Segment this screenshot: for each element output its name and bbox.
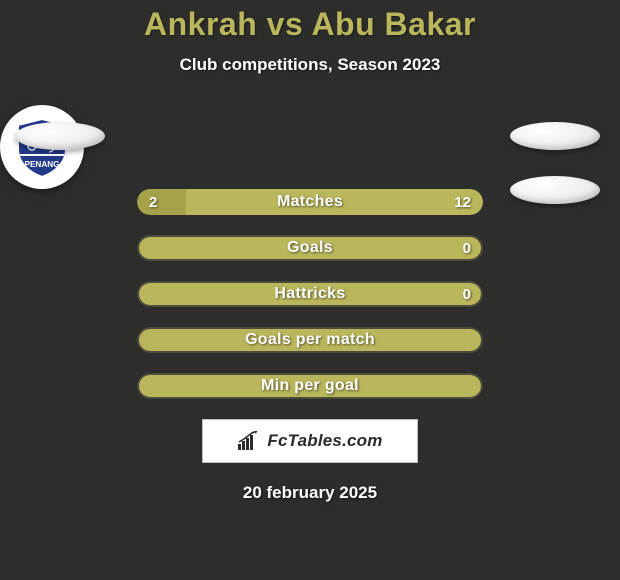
- brand-box: FcTables.com: [202, 419, 418, 463]
- stat-bar: Goals0: [137, 235, 483, 261]
- stats-bars: Matches212Goals0Hattricks0Goals per matc…: [137, 189, 483, 399]
- page-title: Ankrah vs Abu Bakar: [0, 6, 620, 43]
- stat-value-left: 2: [149, 189, 157, 215]
- stat-bar-label: Min per goal: [137, 373, 483, 399]
- stat-bar: Matches2 12: [137, 189, 483, 215]
- stat-value-right: 0: [463, 281, 471, 307]
- stat-bar: Hattricks0: [137, 281, 483, 307]
- player-right-club-badge: [510, 176, 600, 204]
- stat-bar: Min per goal: [137, 373, 483, 399]
- stat-bar-label: Goals per match: [137, 327, 483, 353]
- stat-bar: Goals per match: [137, 327, 483, 353]
- badge-bottom-text: PENANG: [24, 160, 59, 169]
- player-right-flag: [510, 122, 600, 150]
- stat-value-right: 0: [463, 235, 471, 261]
- stat-bar-label: Matches: [137, 189, 483, 215]
- date-label: 20 february 2025: [0, 483, 620, 503]
- brand-label: FcTables.com: [267, 431, 382, 451]
- stat-value-right: 12: [454, 189, 471, 215]
- stat-bar-label: Hattricks: [137, 281, 483, 307]
- player-left-flag: [15, 122, 105, 150]
- stat-bar-label: Goals: [137, 235, 483, 261]
- bar-chart-icon: [237, 431, 261, 451]
- subtitle: Club competitions, Season 2023: [0, 55, 620, 75]
